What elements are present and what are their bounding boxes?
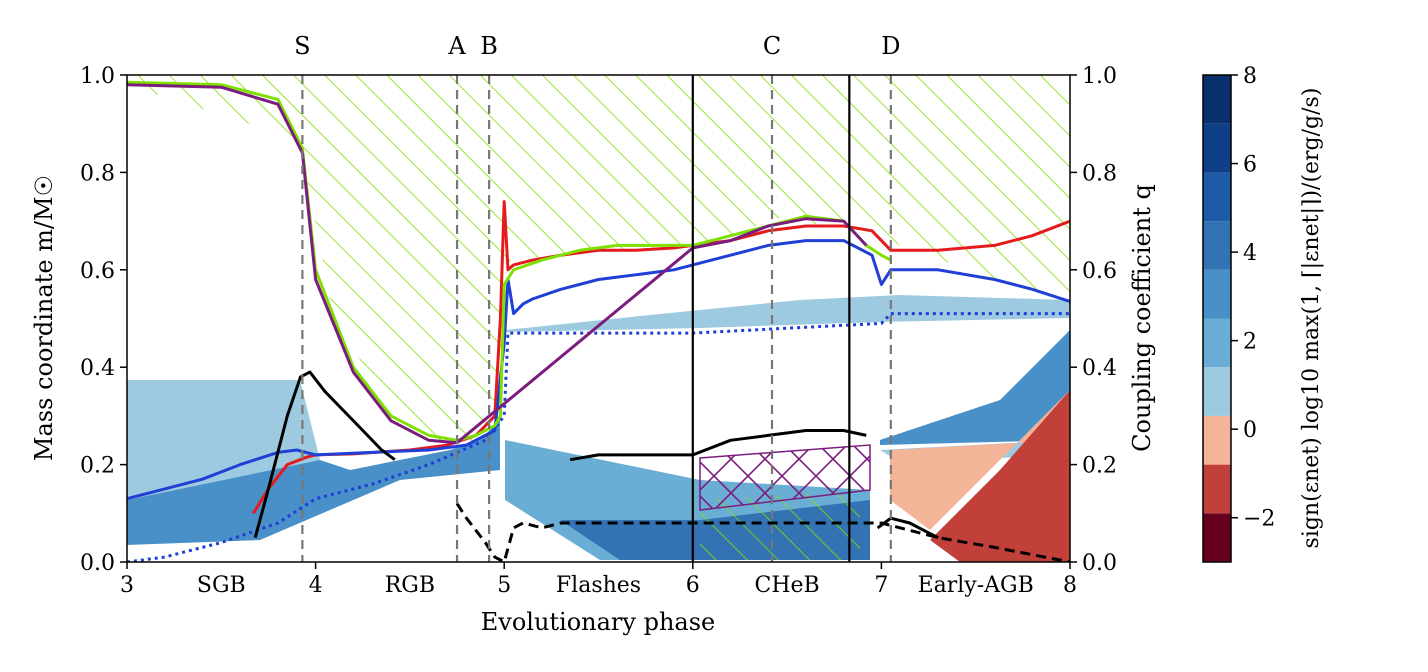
colorbar-segment [1203, 415, 1231, 465]
y-right-tick-label: 0.2 [1082, 454, 1117, 479]
y-left-tick-label: 0.4 [80, 356, 115, 381]
y-right-tick-label: 0.6 [1082, 259, 1117, 284]
colorbar-tick-label: 0 [1243, 418, 1257, 443]
colorbar-tick-label: −2 [1243, 507, 1275, 532]
colorbar-tick-label: 8 [1243, 64, 1257, 89]
y-right-tick-label: 0.8 [1082, 161, 1117, 186]
x-tick-label: 8 [1063, 573, 1077, 598]
y-axis-right-title: Coupling coefficient q [1128, 184, 1156, 452]
salmon-region [890, 390, 1070, 530]
colorbar-segment [1203, 513, 1231, 562]
y-left-tick-label: 0.6 [80, 259, 115, 284]
green-hatch-envelope [127, 75, 1070, 445]
y-right-tick-label: 1.0 [1082, 64, 1117, 89]
colorbar-tick-label: 4 [1243, 241, 1257, 266]
colorbar-segment [1203, 464, 1231, 514]
blue-contour-sgb-inner [127, 420, 500, 545]
phase-label: CHeB [754, 573, 819, 598]
x-tick-label: 7 [874, 573, 888, 598]
blue-contour-cheb-band [505, 295, 1070, 332]
blue-contour-agb [880, 330, 1070, 445]
x-axis-title: Evolutionary phase [481, 608, 716, 636]
colorbar-segment [1203, 269, 1231, 319]
x-tick-label: 3 [120, 573, 134, 598]
colorbar-title: sign(εnet) log10 max(1, ⌈|εnet|⌉)/(erg/g… [1299, 88, 1324, 549]
y-axis-left-title: Mass coordinate m/M☉ [30, 175, 58, 461]
colorbar: 8 6 4 2 0 −2 [1202, 64, 1275, 563]
series-black-tail [876, 516, 939, 539]
marker-label-A: A [447, 32, 466, 60]
y-right-tick-label: 0.0 [1082, 551, 1117, 576]
plot-area [127, 75, 1070, 562]
series-blue-dotted [127, 312, 1070, 562]
y-right-tick-label: 0.4 [1082, 356, 1117, 381]
marker-label-D: D [881, 32, 900, 60]
red-region [930, 390, 1070, 562]
marker-label-S: S [294, 32, 310, 60]
colorbar-segment [1203, 367, 1231, 416]
axes-frame [126, 74, 1071, 563]
phase-label: SGB [197, 573, 246, 598]
y-left-tick-label: 1.0 [80, 64, 115, 89]
x-tick-label: 4 [309, 573, 323, 598]
phase-label: Flashes [556, 573, 641, 598]
series-layer [127, 80, 1070, 562]
series-purple [127, 83, 868, 445]
marker-label-C: C [763, 32, 781, 60]
y-left-tick-label: 0.8 [80, 161, 115, 186]
series-black [253, 370, 396, 538]
phase-label: RGB [385, 573, 435, 598]
colorbar-tick-label: 6 [1243, 153, 1257, 178]
colorbar-segment [1203, 75, 1231, 124]
colorbar-segment [1203, 221, 1231, 270]
y-left-tick-label: 0.2 [80, 454, 115, 479]
series-black-mid [569, 429, 867, 462]
marker-layer [301, 75, 892, 562]
purple-cross-region [699, 444, 871, 511]
colorbar-tick-label: 2 [1243, 330, 1257, 355]
series-green-boundary [127, 80, 892, 442]
y-left-tick-label: 0.0 [80, 551, 115, 576]
colorbar-frame [1202, 74, 1232, 563]
colorbar-segment [1203, 123, 1231, 173]
colorbar-segment [1203, 172, 1231, 222]
series-blue [127, 239, 1070, 501]
green-hatch-cheb-core [700, 490, 860, 560]
colorbar-segment [1203, 318, 1231, 368]
marker-label-B: B [480, 32, 498, 60]
x-tick-label: 6 [686, 573, 700, 598]
x-tick-label: 5 [497, 573, 511, 598]
phase-label: Early-AGB [918, 573, 1034, 598]
tick-layer: 3 4 5 6 7 8 SGB RGB Flashes CHeB Early-AGB 0.0 0.2 0.… [80, 64, 1117, 598]
